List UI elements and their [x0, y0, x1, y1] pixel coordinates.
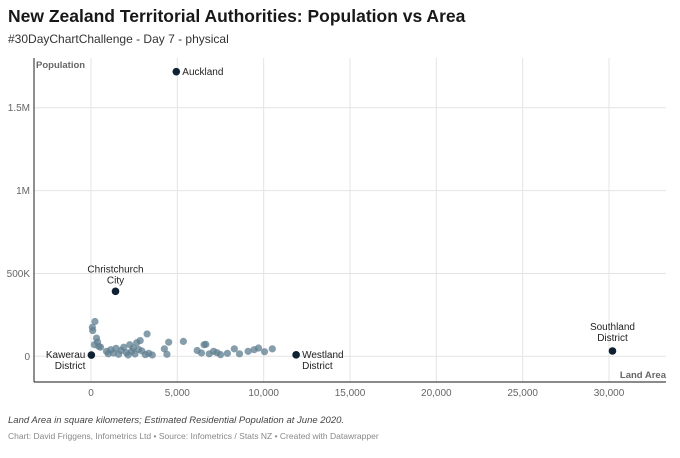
highlighted-point — [87, 351, 96, 359]
data-point — [91, 317, 99, 326]
x-tick-label: 5,000 — [165, 388, 190, 399]
data-point — [179, 337, 187, 345]
x-axis-title: Land Area — [620, 370, 667, 381]
data-point — [230, 345, 238, 353]
data-point — [260, 348, 269, 356]
chart-byline: Chart: David Friggens, Infometrics Ltd •… — [8, 431, 379, 441]
scatter-chart: 0 5,000 10,000 15,000 20,000 25,000 30,000 0 500… — [7, 58, 667, 399]
data-point — [163, 350, 171, 358]
highlighted-point — [292, 351, 300, 359]
point-annotations: Auckland Christchurch City Kawerau District W… — [46, 67, 635, 372]
data-point — [244, 347, 252, 355]
y-tick-label: 1M — [16, 186, 30, 197]
point-annotation: Southland District — [590, 322, 635, 344]
chart-subtitle: #30DayChartChallenge - Day 7 - physical — [8, 32, 229, 46]
data-point — [202, 340, 210, 348]
x-tick-label: 15,000 — [335, 388, 366, 399]
data-point — [223, 349, 231, 357]
x-tick-label: 20,000 — [421, 388, 452, 399]
point-annotation: Westland District — [302, 350, 344, 372]
data-point — [143, 330, 151, 338]
data-point — [148, 351, 156, 359]
data-point — [136, 336, 144, 345]
data-point — [165, 338, 173, 346]
x-tick-label: 30,000 — [594, 388, 625, 399]
y-tick-label: 1.5M — [8, 103, 30, 114]
data-point — [197, 349, 206, 357]
data-point — [96, 343, 105, 351]
data-point — [160, 345, 168, 353]
y-tick-label: 0 — [24, 352, 30, 363]
data-point — [120, 343, 128, 351]
data-point — [235, 350, 244, 358]
chart-notes: Land Area in square kilometers; Estimate… — [8, 415, 345, 426]
x-tick-label: 10,000 — [248, 388, 279, 399]
highlighted-points — [87, 67, 617, 359]
data-point — [216, 351, 225, 359]
chart-title: New Zealand Territorial Authorities: Pop… — [8, 6, 466, 26]
grid — [34, 58, 666, 382]
point-annotation: Christchurch City — [87, 264, 143, 286]
point-annotation: Kawerau District — [46, 350, 86, 372]
data-points — [88, 317, 276, 359]
y-tick-label: 500K — [7, 269, 31, 280]
x-tick-label: 0 — [88, 388, 94, 399]
data-point — [89, 327, 97, 335]
tick-labels: 0 5,000 10,000 15,000 20,000 25,000 30,000 0 500… — [7, 103, 625, 399]
data-point — [254, 344, 263, 352]
highlighted-point — [111, 287, 120, 296]
highlighted-point — [172, 67, 181, 76]
point-annotation: Auckland — [182, 67, 223, 78]
data-point — [268, 345, 276, 353]
highlighted-point — [608, 347, 617, 355]
y-axis-title: Population — [36, 60, 85, 71]
x-tick-label: 25,000 — [507, 388, 538, 399]
